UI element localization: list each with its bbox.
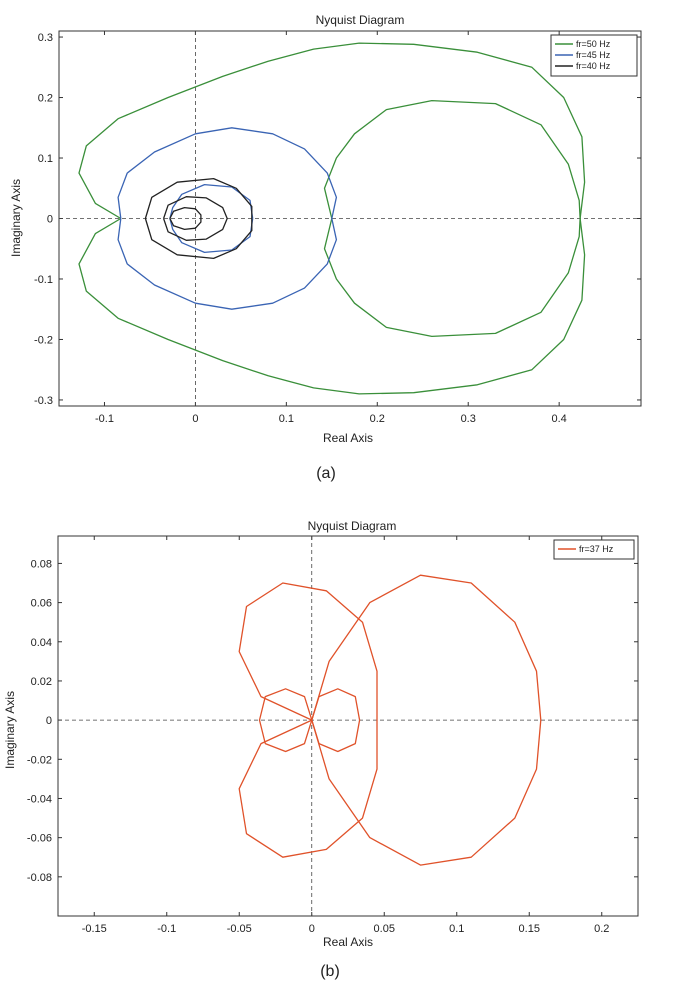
chart-panel-b: Nyquist Diagram -0.15 -0.1 -0.05 0 0.05 0.1 0.… — [3, 519, 639, 949]
chart-title: Nyquist Diagram — [308, 519, 397, 533]
series-line — [311, 688, 361, 753]
legend-label: fr=37 Hz — [579, 544, 614, 554]
y-tick-label: 0.3 — [38, 32, 53, 44]
y-tick-label: -0.3 — [34, 395, 53, 407]
y-tick-label: 0 — [46, 715, 52, 727]
y-tick-label: -0.08 — [27, 872, 52, 884]
x-tick-label: 0.4 — [552, 413, 567, 425]
y-axis-label: Imaginary Axis — [9, 179, 23, 257]
y-tick-label: -0.1 — [34, 274, 53, 286]
series-line — [169, 183, 254, 254]
x-tick-label: -0.1 — [95, 413, 114, 425]
y-tick-label: 0.2 — [38, 93, 53, 105]
y-tick-label: -0.04 — [27, 793, 52, 805]
series-line — [258, 688, 313, 753]
x-tick-label: 0.05 — [374, 923, 395, 935]
x-axis-label: Real Axis — [323, 935, 373, 949]
y-tick-label: 0 — [47, 214, 53, 226]
x-tick-label: 0 — [309, 923, 315, 935]
series-line — [117, 127, 338, 310]
x-axis-label: Real Axis — [323, 431, 373, 445]
x-tick-label: 0.1 — [449, 923, 464, 935]
x-tick-label: 0.2 — [594, 923, 609, 935]
panel-caption-b: (b) — [320, 963, 340, 980]
series-line — [169, 206, 202, 231]
y-tick-label: -0.02 — [27, 754, 52, 766]
y-tick-label: 0.08 — [31, 558, 52, 570]
legend-box — [553, 539, 635, 560]
x-tick-label: 0.1 — [279, 413, 294, 425]
x-tick-label: 0.3 — [461, 413, 476, 425]
y-tick-label: 0.1 — [38, 153, 53, 165]
x-tick-label: 0 — [192, 413, 198, 425]
y-tick-label: 0.04 — [31, 637, 52, 649]
legend-label: fr=40 Hz — [576, 61, 611, 71]
series-line — [323, 99, 581, 338]
series-line — [311, 574, 542, 866]
series-line — [144, 177, 253, 260]
chart-panel-a: Nyquist Diagram -0.1 0 0.1 0.2 0.3 0.4 -0.3 -0.… — [9, 13, 642, 445]
y-axis-label: Imaginary Axis — [3, 691, 17, 769]
chart-title: Nyquist Diagram — [316, 13, 405, 27]
x-tick-label: 0.15 — [519, 923, 540, 935]
y-tick-label: 0.02 — [31, 676, 52, 688]
panel-caption-a: (a) — [316, 465, 336, 482]
x-tick-label: -0.15 — [82, 923, 107, 935]
plot-area-frame — [57, 535, 639, 917]
y-tick-label: 0.06 — [31, 598, 52, 610]
y-tick-label: -0.06 — [27, 833, 52, 845]
x-tick-label: -0.1 — [157, 923, 176, 935]
legend-label: fr=50 Hz — [576, 39, 611, 49]
x-tick-label: 0.2 — [370, 413, 385, 425]
series-line — [162, 196, 228, 241]
y-tick-label: -0.2 — [34, 334, 53, 346]
legend-label: fr=45 Hz — [576, 50, 611, 60]
series-line — [238, 582, 378, 858]
x-tick-label: -0.05 — [227, 923, 252, 935]
